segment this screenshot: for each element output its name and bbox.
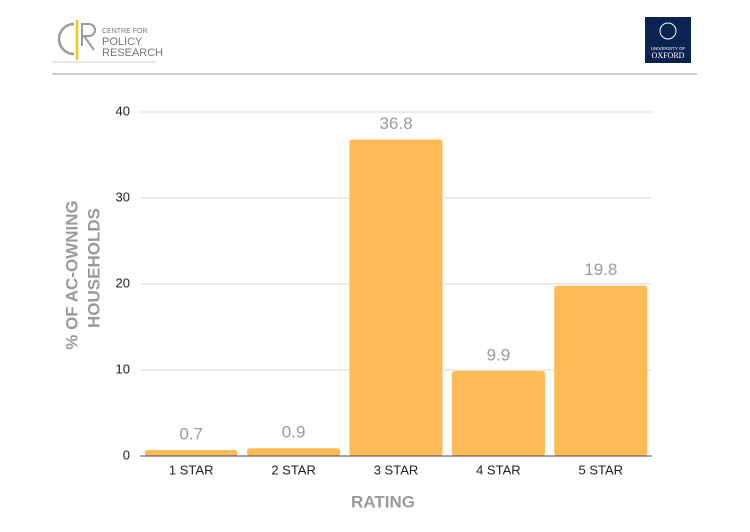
bar: [554, 285, 648, 456]
bar: [451, 370, 545, 456]
cpr-text: CENTRE FOR: [102, 28, 148, 35]
oxford-crest: [659, 22, 677, 40]
x-axis-label: RATING: [351, 492, 415, 511]
value-label: 19.8: [584, 260, 617, 279]
cpr-logo-c: [57, 22, 75, 56]
value-label: 9.9: [487, 345, 511, 364]
y-tick-label: 0: [123, 447, 130, 462]
value-label: 36.8: [379, 114, 412, 133]
y-tick-label: 10: [116, 361, 130, 376]
cpr-logo-r: [81, 23, 96, 51]
y-tick-label: 40: [116, 103, 130, 118]
value-label: 0.9: [282, 423, 306, 442]
value-label: 0.7: [179, 424, 203, 443]
cpr-text: RESEARCH: [102, 47, 163, 59]
x-tick-label: 3 STAR: [374, 462, 419, 477]
y-tick-label: 30: [116, 189, 130, 204]
bar: [349, 139, 443, 456]
y-axis-label: % OF AC-OWNING: [62, 200, 81, 350]
x-tick-label: 5 STAR: [579, 462, 624, 477]
bar: [247, 448, 341, 456]
y-axis-label: HOUSEHOLDS: [84, 208, 103, 328]
x-tick-label: 2 STAR: [271, 462, 316, 477]
oxford-logo: [645, 17, 691, 63]
oxford-text: OXFORD: [652, 51, 685, 60]
cpr-text: POLICY: [102, 36, 143, 48]
y-tick-label: 20: [116, 275, 130, 290]
bar: [144, 449, 238, 456]
x-tick-label: 1 STAR: [169, 462, 214, 477]
x-tick-label: 4 STAR: [476, 462, 521, 477]
oxford-text: UNIVERSITY OF: [651, 46, 686, 51]
